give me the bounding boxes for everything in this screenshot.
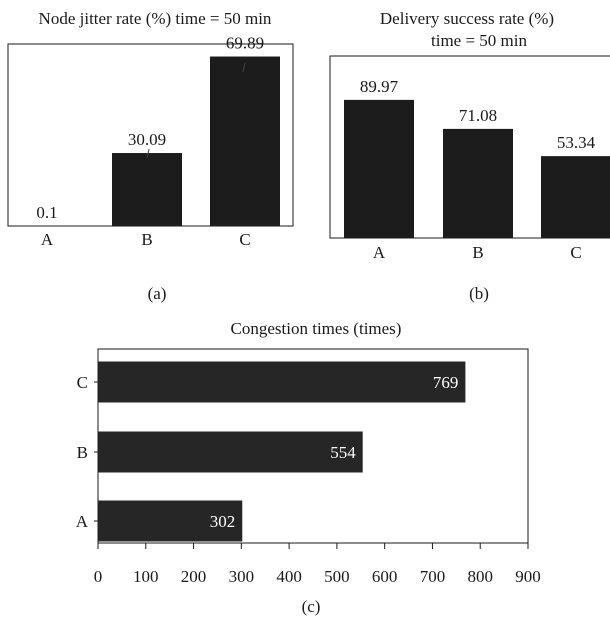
chart-b-category-label-C: C xyxy=(570,243,581,262)
chart-a-category-label-A: A xyxy=(41,230,54,249)
chart-c-x-tick-label-100: 100 xyxy=(133,567,159,586)
chart-c-data-label-C: 769 xyxy=(433,373,459,392)
chart-c: Congestion times (times) 302 A 554 B 769 C 0 1… xyxy=(76,319,541,616)
chart-c-data-label-A: 302 xyxy=(210,512,236,531)
chart-b-title-line-1: Delivery success rate (%) xyxy=(380,9,554,28)
chart-c-title: Congestion times (times) xyxy=(231,319,402,338)
chart-c-x-tick-label-400: 400 xyxy=(276,567,302,586)
chart-a-data-label-A: 0.1 xyxy=(36,203,57,222)
chart-a-bar-B xyxy=(112,153,182,226)
chart-b-panel-label: (b) xyxy=(469,284,489,303)
chart-c-data-label-B: 554 xyxy=(330,443,356,462)
chart-c-bar-A xyxy=(98,500,243,542)
chart-a-leader-B xyxy=(146,148,150,159)
chart-b-data-label-A: 89.97 xyxy=(360,77,399,96)
chart-c-x-tick-label-600: 600 xyxy=(372,567,398,586)
chart-c-bar-C xyxy=(98,361,466,403)
chart-c-x-tick-label-800: 800 xyxy=(467,567,493,586)
chart-c-category-label-A: A xyxy=(76,512,89,531)
chart-c-category-label-C: C xyxy=(77,373,88,392)
chart-c-panel-label: (c) xyxy=(302,597,321,616)
chart-a: Node jitter rate (%) time = 50 min 0.1 A 3… xyxy=(7,9,294,303)
chart-a-data-label-B: 30.09 xyxy=(128,130,166,149)
chart-c-x-tick-label-700: 700 xyxy=(420,567,446,586)
chart-a-category-label-C: C xyxy=(239,230,250,249)
chart-c-x-tick-label-900: 900 xyxy=(515,567,541,586)
chart-c-bars: 302 A 554 B 769 C xyxy=(76,361,466,542)
chart-c-x-tick-label-500: 500 xyxy=(324,567,350,586)
chart-c-x-tick-label-200: 200 xyxy=(181,567,207,586)
chart-b-bar-A xyxy=(344,99,414,238)
chart-c-bar-B xyxy=(98,431,363,473)
chart-a-data-label-C: 69.89 xyxy=(226,34,264,53)
chart-b-data-label-B: 71.08 xyxy=(459,106,497,125)
chart-b-bar-C xyxy=(541,156,610,238)
chart-b-bars: 89.97 A 71.08 B 53.34 C xyxy=(344,77,610,262)
chart-c-category-label-B: B xyxy=(77,443,88,462)
chart-b-category-label-B: B xyxy=(472,243,483,262)
chart-a-category-label-B: B xyxy=(141,230,152,249)
chart-c-x-tick-label-300: 300 xyxy=(229,567,255,586)
chart-a-bar-C xyxy=(210,56,280,226)
chart-a-bars: 0.1 A 30.09 B 69.89 C xyxy=(12,34,280,249)
chart-a-panel-label: (a) xyxy=(148,284,167,303)
chart-c-x-tick-label-0: 0 xyxy=(94,567,103,586)
chart-b-bar-B xyxy=(443,128,513,238)
chart-b-title-line-2: time = 50 min xyxy=(431,31,527,50)
chart-a-title: Node jitter rate (%) time = 50 min xyxy=(39,9,272,28)
chart-b: Delivery success rate (%) time = 50 min … xyxy=(329,9,610,303)
chart-c-x-axis: 0 100 200 300 400 500 600 700 800 900 xyxy=(94,543,541,586)
chart-a-leader-C xyxy=(242,62,246,73)
chart-b-category-label-A: A xyxy=(373,243,386,262)
chart-b-data-label-C: 53.34 xyxy=(557,133,596,152)
